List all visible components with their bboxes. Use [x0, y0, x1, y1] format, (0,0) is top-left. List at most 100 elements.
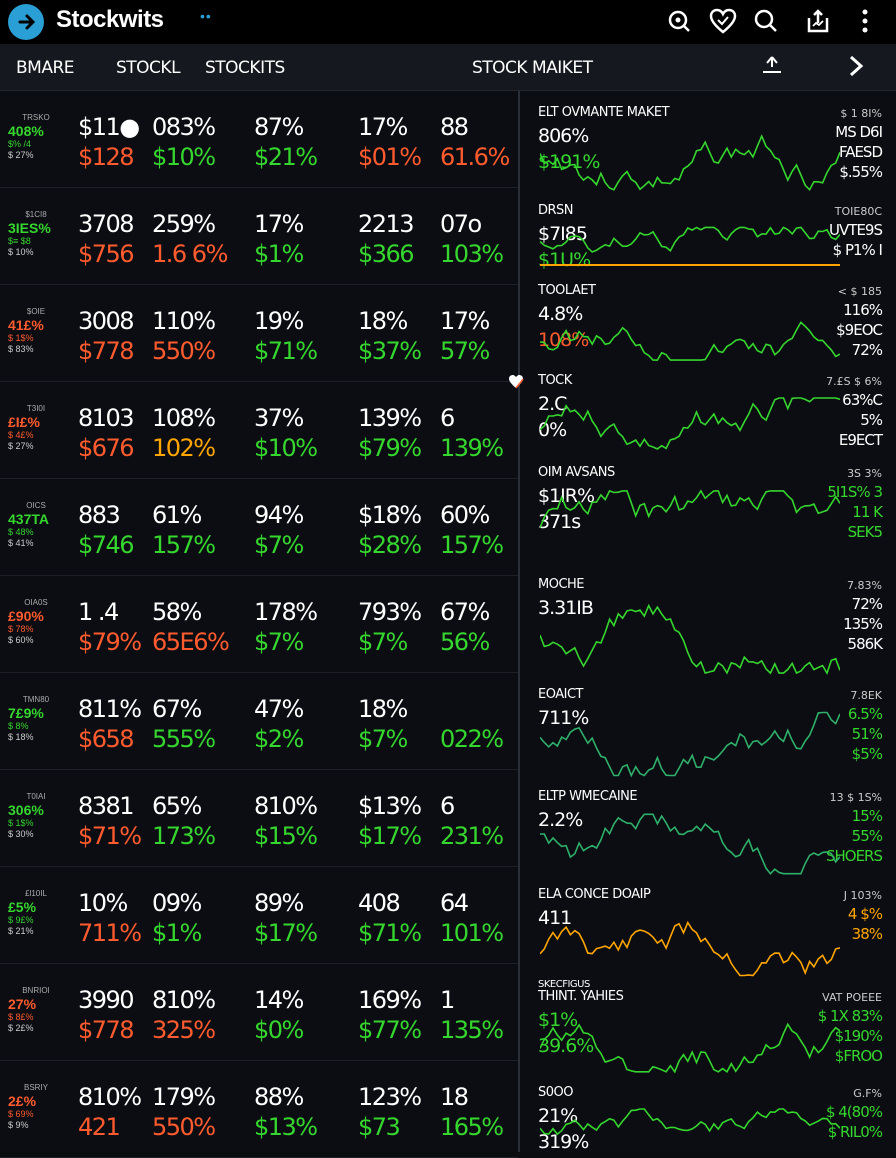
sparkline-chart: [540, 920, 840, 977]
share-icon[interactable]: [803, 6, 833, 36]
panel-right-value: $FROO: [834, 1047, 883, 1065]
chart-panel[interactable]: ELA CONCE DOAIP J 103% 411 4 $% 38%: [520, 883, 896, 983]
logo-icon[interactable]: [8, 4, 44, 40]
chart-panel[interactable]: EOAICT 7.8EK 711% 6.5% 51% $5%: [520, 683, 896, 783]
cell-value: 17%: [358, 113, 408, 141]
ticker-block: TRSKO 408% $% /4 $ 27%: [8, 113, 64, 161]
ticker-stat: £I£%: [8, 414, 40, 430]
ticker-stat: $ 78%: [8, 624, 34, 634]
app-dots: ••: [200, 8, 212, 24]
cell-change: 103%: [440, 240, 504, 268]
panel-value-secondary: 108%: [538, 329, 589, 351]
ticker-block: BSRIY 2£% $ 69% $ 9%: [8, 1083, 64, 1131]
cell-change: $2%: [254, 725, 304, 753]
ticker-stat: $ 2£%: [8, 1023, 34, 1033]
table-row[interactable]: BNRIOI 27% $ 8£% $ 2£% 3990 $778 810% 325% 14% $0…: [0, 964, 518, 1061]
cell-value: 61%: [152, 501, 202, 529]
chart-panel[interactable]: S0OO G.F% 21% 319% $ 4(80% $ RIL0%: [520, 1081, 896, 1153]
sparkline: [540, 603, 840, 676]
ticker-stat: $% /4: [8, 139, 32, 149]
table-row[interactable]: $OIE 41£% $ 1$% $ 83% 3008 $778 110% 550% 19% $71…: [0, 285, 518, 382]
cell-value: 3990: [78, 986, 135, 1014]
panel-value: $1IR%: [538, 485, 595, 507]
panel-value-secondary: 319%: [538, 1131, 589, 1153]
nav-item-stockl[interactable]: STOCKL: [116, 58, 181, 78]
cell-value: 883: [78, 501, 121, 529]
sparkline-chart: [540, 226, 840, 266]
panel-title: TOOLAET: [538, 283, 596, 298]
ticker-symbol: BSRIY: [23, 1083, 48, 1092]
table-row[interactable]: BSRIY 2£% $ 69% $ 9% 810% 421 179% 550% 88% $13% 1…: [0, 1061, 518, 1158]
cell-change: $778: [78, 1016, 135, 1044]
cell-change: $71%: [254, 337, 318, 365]
ticker-symbol: OIA0S: [24, 598, 48, 607]
table-row[interactable]: T3I0I £I£% $ 4£% $ 27% 8103 $676 108% 102% 37% $1…: [0, 382, 518, 479]
cell-change: 157%: [440, 531, 504, 559]
cell-value: 58%: [152, 598, 202, 626]
table-row[interactable]: TRSKO 408% $% /4 $ 27% $11● $128 083% $10% 87% $2…: [0, 91, 518, 188]
table-row[interactable]: OIA0S £90% $ 78% $ 60% 1 .4 $79% 58% 65E6% 178% $…: [0, 576, 518, 673]
panel-value: 411: [538, 907, 572, 929]
panel-right-label: 3S 3%: [847, 467, 882, 480]
ticker-stat: 2£%: [8, 1093, 37, 1109]
ticker-stat: 3IES%: [8, 220, 51, 236]
heart-icon: [508, 374, 524, 390]
cell-value: 17%: [254, 210, 304, 238]
cell-value: 8103: [78, 404, 135, 432]
chart-panel[interactable]: THINT. YAHIES VAT POEEE $1% 39.6% SKECFIGUS $…: [520, 979, 896, 1079]
panel-right-label: TOIE80C: [834, 205, 882, 218]
table-row[interactable]: $1CI8 3IES% $≡ $8 $ 10% 3708 $756 259% 1.6 6% 17…: [0, 188, 518, 285]
chart-panel[interactable]: ELT OVMANTE MAKET $ 1 8I% 806% $191% MS D6I F…: [520, 101, 896, 197]
ticker-stat: $ 27%: [8, 150, 34, 160]
chart-panel[interactable]: DRSN TOIE80C $7I85 $1U% UVTE9S $ P1% I: [520, 199, 896, 277]
chevron-right-icon[interactable]: [846, 54, 866, 78]
chart-panel[interactable]: TOCK 7.£S $ 6% 2.C 0% 63%C 5% E9ECT: [520, 369, 896, 459]
panel-right-value: 63%C: [842, 391, 883, 409]
cell-change: $79%: [78, 628, 142, 656]
cell-change: 555%: [152, 725, 216, 753]
ticker-symbol: TMN80: [22, 695, 50, 704]
upload-icon[interactable]: [760, 54, 784, 78]
chart-panel[interactable]: ELTP WMECAINE 13 $ 1S% 2.2% 15% 55% SHOERS: [520, 785, 896, 881]
ticker-block: T0IAI 306% $ 1$% $ 30%: [8, 792, 64, 840]
search-icon[interactable]: [664, 6, 694, 36]
chart-panel[interactable]: OIM AVSANS 3S 3% $1IR% 371s 5I1S% 3 11 K SEK5: [520, 461, 896, 569]
panel-value: $1%: [538, 1009, 578, 1031]
table-row[interactable]: TMN80 7£9% $ 8% $ 18% 811% $658 67% 555% 47% $2% 1…: [0, 673, 518, 770]
cell-value: 18%: [358, 307, 408, 335]
cell-change: $1%: [254, 240, 304, 268]
nav-item-stockits[interactable]: STOCKITS: [205, 58, 285, 78]
sparkline-chart: [540, 1108, 840, 1136]
ticker-stat: $≡ $8: [8, 236, 31, 246]
panel-label: SKECFIGUS: [538, 979, 590, 990]
nav-item-bmare[interactable]: BMARE: [16, 58, 75, 78]
chart-panel[interactable]: MOCHE 7.83% 3.31IB 72% 135% 586K: [520, 573, 896, 681]
ticker-stat: $ 1$%: [8, 818, 34, 828]
table-row[interactable]: £l10IL £5% $ 9£% $ 21% 10% 711% 09% $1% 89% $17% 4…: [0, 867, 518, 964]
cell-value: 67%: [440, 598, 490, 626]
table-row[interactable]: T0IAI 306% $ 1$% $ 30% 8381 $71% 65% 173% 810% $1…: [0, 770, 518, 867]
cell-value: 64: [440, 889, 469, 917]
ticker-stat: $ 8%: [8, 721, 29, 731]
cell-value: 94%: [254, 501, 304, 529]
ticker-stat: $ 83%: [8, 344, 34, 354]
cell-change: $746: [78, 531, 135, 559]
cell-value: 2213: [358, 210, 415, 238]
panel-title: MOCHE: [538, 577, 585, 592]
cell-value: 18: [440, 1083, 469, 1111]
cell-change: 231%: [440, 822, 504, 850]
ticker-symbol: T3I0I: [26, 404, 46, 413]
ticker-stat: 306%: [8, 802, 44, 818]
table-row[interactable]: OICS 437TA $ 48% $ 41% 883 $746 61% 157% 94% $7% $…: [0, 479, 518, 576]
heart-icon[interactable]: [708, 6, 738, 36]
cell-value: 259%: [152, 210, 216, 238]
cell-value: 123%: [358, 1083, 422, 1111]
panel-right-value: 11 K: [852, 503, 883, 521]
cell-change: $10%: [152, 143, 216, 171]
more-icon[interactable]: [850, 6, 880, 36]
cell-value: 8381: [78, 792, 135, 820]
panel-title: EOAICT: [538, 687, 583, 702]
search-icon[interactable]: [751, 6, 781, 36]
ticker-stat: 27%: [8, 996, 37, 1012]
chart-panel[interactable]: TOOLAET < $ 185 4.8% 108% 116% $9EOC 72%: [520, 279, 896, 367]
